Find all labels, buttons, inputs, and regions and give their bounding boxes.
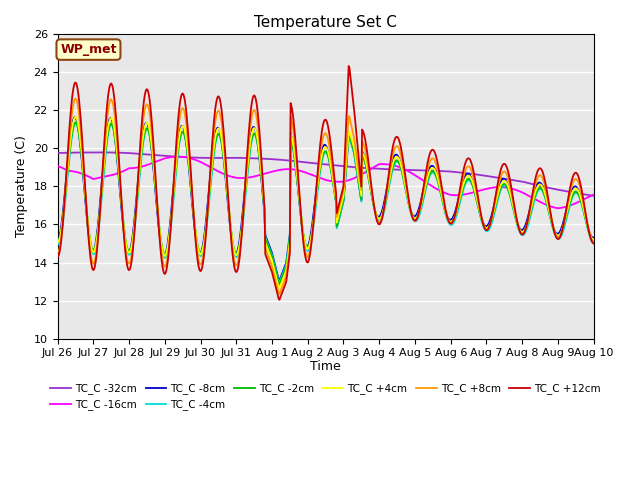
Line: TC_C -32cm: TC_C -32cm <box>58 153 594 196</box>
TC_C -16cm <box>590 192 598 197</box>
TC_C -2cm <box>542 197 550 203</box>
TC_C -4cm <box>319 155 326 161</box>
TC_C +12cm <box>172 156 179 162</box>
TC_C -16cm <box>423 180 431 186</box>
TC_C +8cm <box>276 291 284 297</box>
TC_C -16cm <box>54 163 61 169</box>
TC_C +12cm <box>371 208 379 214</box>
TC_C +8cm <box>195 259 203 265</box>
TC_C -8cm <box>319 145 326 151</box>
TC_C -8cm <box>424 170 431 176</box>
TC_C +12cm <box>276 297 284 303</box>
TC_C -16cm <box>172 154 179 159</box>
TC_C +4cm <box>590 237 598 242</box>
TC_C +8cm <box>424 167 431 172</box>
TC_C +8cm <box>72 96 79 102</box>
TC_C -4cm <box>54 241 61 247</box>
TC_C -4cm <box>542 198 550 204</box>
TC_C -16cm <box>370 164 378 170</box>
TC_C -32cm <box>195 155 203 161</box>
TC_C -32cm <box>54 150 61 156</box>
TC_C -32cm <box>318 161 326 167</box>
Line: TC_C +8cm: TC_C +8cm <box>58 99 594 294</box>
TC_C -32cm <box>590 193 598 199</box>
TC_C -32cm <box>172 154 180 159</box>
TC_C +12cm <box>54 254 61 260</box>
TC_C -8cm <box>54 239 61 245</box>
Line: TC_C -16cm: TC_C -16cm <box>58 156 594 208</box>
TC_C -8cm <box>590 235 598 240</box>
TC_C -8cm <box>172 156 180 162</box>
TC_C -4cm <box>590 240 598 246</box>
Legend: TC_C -32cm, TC_C -16cm, TC_C -8cm, TC_C -4cm, TC_C -2cm, TC_C +4cm, TC_C +8cm, T: TC_C -32cm, TC_C -16cm, TC_C -8cm, TC_C … <box>46 379 605 414</box>
TC_C -2cm <box>319 153 326 159</box>
Title: Temperature Set C: Temperature Set C <box>254 15 397 30</box>
TC_C -8cm <box>276 278 284 284</box>
TC_C +8cm <box>319 136 326 142</box>
TC_C -4cm <box>195 251 203 256</box>
TC_C -8cm <box>195 250 203 256</box>
TC_C -2cm <box>72 120 79 125</box>
TC_C +12cm <box>195 262 202 267</box>
TC_C +4cm <box>172 163 180 168</box>
TC_C +4cm <box>72 114 79 120</box>
TC_C +8cm <box>172 154 180 159</box>
TC_C -2cm <box>172 166 180 172</box>
Line: TC_C -2cm: TC_C -2cm <box>58 122 594 285</box>
TC_C +4cm <box>195 249 203 255</box>
TC_C -32cm <box>99 150 106 156</box>
TC_C +12cm <box>424 160 431 166</box>
TC_C -2cm <box>276 282 284 288</box>
TC_C -2cm <box>371 207 379 213</box>
TC_C -2cm <box>590 237 598 243</box>
TC_C -4cm <box>172 170 180 176</box>
TC_C -8cm <box>542 195 550 201</box>
TC_C -2cm <box>54 238 61 244</box>
TC_C -16cm <box>541 202 549 207</box>
TC_C +4cm <box>54 240 61 245</box>
TC_C +8cm <box>54 250 61 255</box>
TC_C -32cm <box>370 166 378 171</box>
TC_C +8cm <box>542 188 550 194</box>
TC_C +12cm <box>590 240 598 246</box>
TC_C +12cm <box>318 128 326 134</box>
Line: TC_C -8cm: TC_C -8cm <box>58 117 594 281</box>
TC_C -16cm <box>554 205 562 211</box>
TC_C -2cm <box>195 248 203 253</box>
TC_C +4cm <box>424 174 431 180</box>
TC_C +4cm <box>276 286 284 291</box>
TC_C +12cm <box>345 63 353 69</box>
TC_C +4cm <box>371 206 379 212</box>
TC_C +8cm <box>590 239 598 244</box>
Text: WP_met: WP_met <box>60 43 116 56</box>
X-axis label: Time: Time <box>310 360 341 373</box>
TC_C -8cm <box>71 114 79 120</box>
TC_C +8cm <box>371 208 379 214</box>
Y-axis label: Temperature (C): Temperature (C) <box>15 135 28 237</box>
TC_C +4cm <box>542 194 550 200</box>
TC_C -16cm <box>318 176 326 181</box>
Line: TC_C -4cm: TC_C -4cm <box>58 123 594 283</box>
TC_C -16cm <box>174 154 182 159</box>
TC_C -2cm <box>424 177 431 182</box>
TC_C -32cm <box>423 168 431 173</box>
TC_C +4cm <box>319 149 326 155</box>
TC_C -4cm <box>371 208 379 214</box>
TC_C -16cm <box>195 158 203 164</box>
TC_C -4cm <box>424 180 431 185</box>
TC_C -8cm <box>371 207 379 213</box>
TC_C -32cm <box>541 184 549 190</box>
TC_C +12cm <box>542 183 550 189</box>
TC_C -4cm <box>276 280 284 286</box>
TC_C -4cm <box>72 120 79 126</box>
Line: TC_C +4cm: TC_C +4cm <box>58 117 594 288</box>
Line: TC_C +12cm: TC_C +12cm <box>58 66 594 300</box>
